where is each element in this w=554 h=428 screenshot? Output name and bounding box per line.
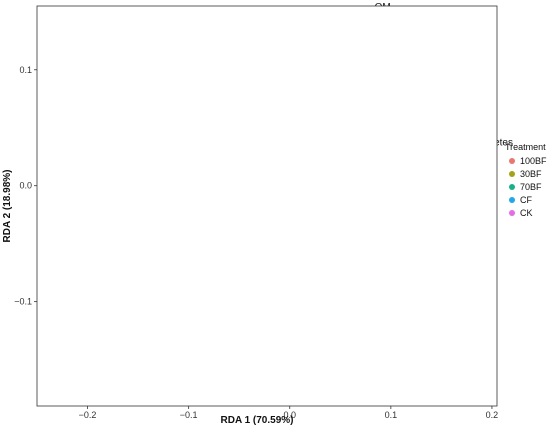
x-tick-label: 0.2 [486,410,499,420]
legend-swatch-30bf [509,171,515,177]
axes: −0.2 −0.1 0.0 0.1 0.2 −0.1 0.0 0.1 RDA 1 (70.59%… [2,5,499,426]
legend-title: Treatment [505,142,546,152]
legend-swatch-70bf [509,184,515,190]
x-tick-label: −0.1 [180,410,198,420]
y-tick-label: 0.1 [19,65,32,75]
y-tick-label: 0.0 [19,181,32,191]
legend-label-100bf: 100BF [520,156,547,166]
x-axis-title: RDA 1 (70.59%) [221,415,294,426]
y-tick-label: −0.1 [14,297,32,307]
x-tick-label: 0.0 [283,410,296,420]
legend-label-cf: CF [520,195,532,205]
legend-swatch-cf [509,197,515,203]
legend-swatch-100bf [509,158,515,164]
y-axis-title: RDA 2 (18.98%) [2,170,13,243]
legend: Treatment 100BF 30BF 70BF CF CK [505,142,547,218]
legend-label-70bf: 70BF [520,182,542,192]
x-tick-label: 0.1 [385,410,398,420]
legend-label-ck: CK [520,208,533,218]
legend-swatch-ck [509,210,515,216]
legend-label-30bf: 30BF [520,169,542,179]
x-tick-label: −0.2 [79,410,97,420]
plot-frame [36,5,498,407]
